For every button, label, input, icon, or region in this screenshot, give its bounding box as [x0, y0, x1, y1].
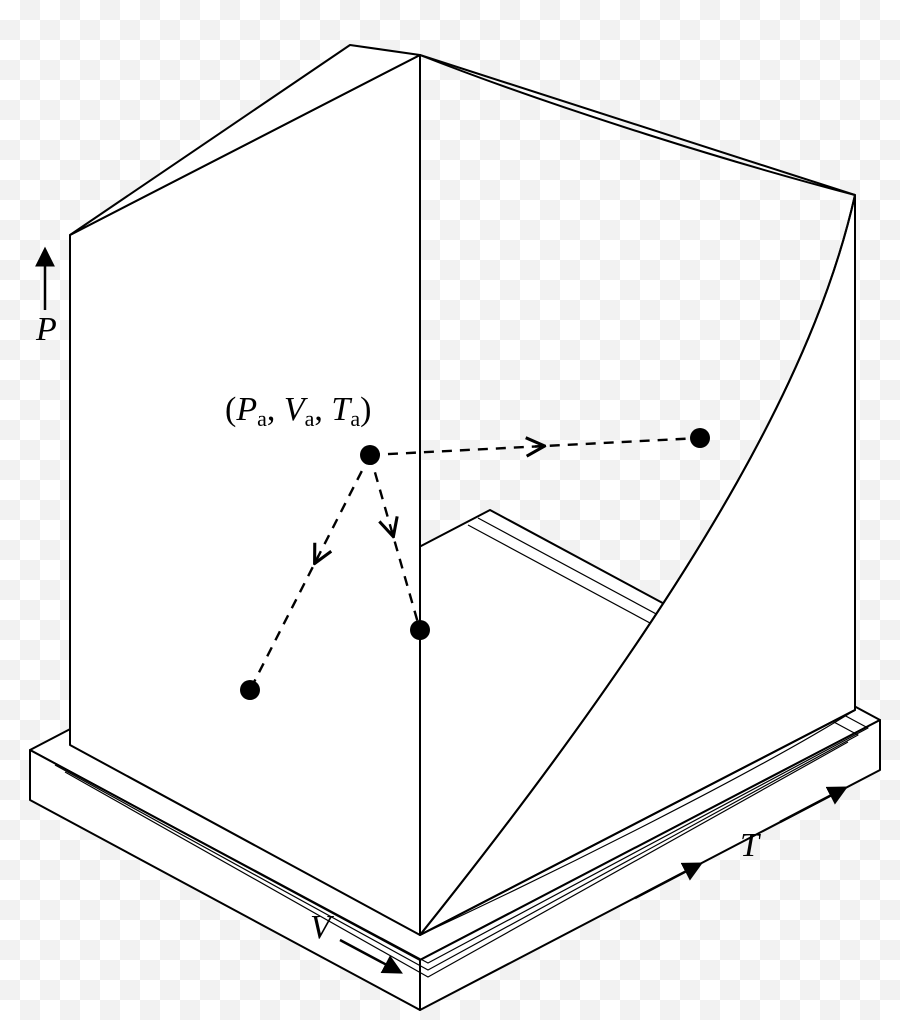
state-point-a	[360, 445, 380, 465]
state-point-label: (Pa, Va, Ta)	[225, 391, 371, 431]
arrowhead-ac	[392, 530, 393, 534]
t-axis-label: T	[740, 827, 761, 864]
state-point-b	[690, 428, 710, 448]
state-point-d	[240, 680, 260, 700]
p-axis-label: P	[35, 311, 57, 348]
pvt-diagram: (Pa, Va, Ta) P V T	[0, 0, 900, 1020]
state-point-c	[410, 620, 430, 640]
